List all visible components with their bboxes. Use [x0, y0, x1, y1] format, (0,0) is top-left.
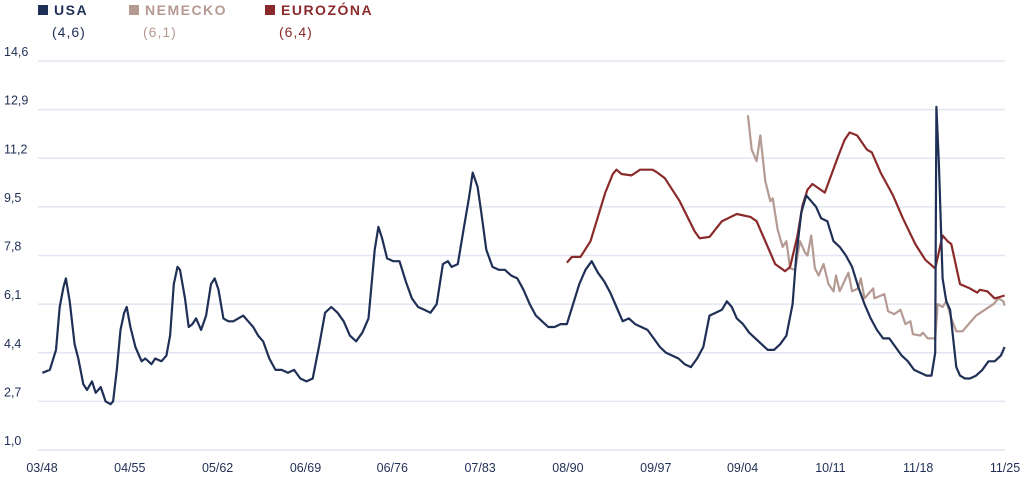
- series-line-usa: [41, 105, 1006, 406]
- y-tick-label: 11,2: [4, 142, 27, 156]
- series-line-nemecko: [746, 115, 1006, 340]
- y-tick-label: 9,5: [4, 191, 21, 205]
- x-tick-label: 09/04: [727, 461, 758, 475]
- x-tick-label: 09/97: [640, 461, 671, 475]
- x-tick-label: 03/48: [26, 461, 57, 475]
- x-tick-label: 06/76: [377, 461, 408, 475]
- legend-usa: USA (4,6): [38, 2, 88, 40]
- legend-nemecko: NEMECKO (6,1): [129, 2, 227, 40]
- x-tick-label: 10/11: [815, 461, 845, 475]
- legend-eurozona: EUROZÓNA (6,4): [265, 2, 373, 40]
- x-tick-label: 05/62: [202, 461, 233, 475]
- y-tick-label: 1,0: [4, 434, 21, 448]
- legend-nemecko-label: NEMECKO: [145, 2, 228, 18]
- x-tick-label: 07/83: [464, 461, 495, 475]
- y-tick-label: 7,8: [4, 240, 21, 254]
- y-tick-label: 12,9: [4, 94, 28, 108]
- x-tick-label: 11/18: [903, 461, 933, 475]
- legend-nemecko-swatch: [129, 5, 139, 15]
- x-tick-label: 11/25: [990, 461, 1020, 475]
- legend-usa-value: (4,6): [52, 24, 86, 40]
- x-tick-label: 04/55: [114, 461, 145, 475]
- x-tick-label: 08/90: [552, 461, 583, 475]
- legend-usa-swatch: [38, 5, 48, 15]
- legend-usa-label: USA: [54, 2, 89, 18]
- legend-nemecko-value: (6,1): [143, 24, 177, 40]
- y-tick-label: 14,6: [4, 45, 28, 59]
- legend-eurozona-swatch: [265, 5, 275, 15]
- x-tick-label: 06/69: [290, 461, 321, 475]
- y-tick-label: 4,4: [4, 337, 21, 351]
- legend-eurozona-label: EUROZÓNA: [281, 2, 374, 18]
- legend-eurozona-value: (6,4): [279, 24, 313, 40]
- y-tick-label: 2,7: [4, 385, 21, 399]
- y-tick-label: 6,1: [4, 288, 21, 302]
